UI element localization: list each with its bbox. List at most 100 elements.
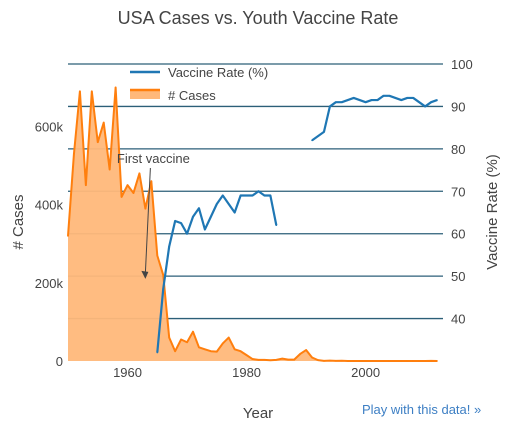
vaccine-rate-point xyxy=(186,232,188,235)
cases-point xyxy=(323,360,325,362)
vaccine-rate-point xyxy=(400,99,403,101)
vaccine-rate-point xyxy=(341,101,343,103)
cases-point xyxy=(335,360,337,362)
cases-point xyxy=(221,342,224,345)
chart-title: USA Cases vs. Youth Vaccine Rate xyxy=(118,8,399,28)
legend-label-vaccine-rate: Vaccine Rate (%) xyxy=(168,65,268,80)
vaccine-rate-point xyxy=(227,203,230,205)
cases-point xyxy=(150,180,153,183)
vaccine-rate-point xyxy=(162,288,165,290)
vaccine-rate-point xyxy=(335,101,337,103)
vaccine-rate-point xyxy=(430,101,432,103)
vaccine-rate-point xyxy=(174,220,176,222)
cases-point xyxy=(186,341,188,344)
cases-point xyxy=(358,360,361,362)
vaccine-rate-point xyxy=(382,95,385,97)
vaccine-rate-point xyxy=(221,194,224,197)
cases-point xyxy=(108,168,111,171)
cases-point xyxy=(311,356,313,359)
vaccine-rate-point xyxy=(436,99,438,101)
cases-point xyxy=(388,360,391,362)
vaccine-rate-point xyxy=(406,97,409,99)
vaccine-rate-point xyxy=(388,95,391,97)
cases-point xyxy=(233,348,236,351)
annotation: First vaccine xyxy=(117,151,190,279)
vaccine-rate-point xyxy=(346,99,349,101)
cases-point xyxy=(364,360,367,362)
cases-point xyxy=(132,192,135,194)
cases-point xyxy=(269,359,272,362)
cases-point xyxy=(79,90,81,93)
vaccine-rate-point xyxy=(210,215,212,218)
cases-point xyxy=(114,86,117,89)
vaccine-rate-point xyxy=(424,105,426,108)
cases-area xyxy=(67,86,438,362)
cases-point xyxy=(138,172,141,175)
cases-point xyxy=(436,360,438,362)
vaccine-rate-point xyxy=(269,194,272,197)
cases-point xyxy=(287,358,290,361)
cases-point xyxy=(210,350,212,353)
cases-point xyxy=(126,184,129,186)
vaccine-rate-point xyxy=(317,135,319,137)
cases-point xyxy=(216,350,218,353)
x-axis-title: Year xyxy=(243,405,273,422)
vaccine-rate-point xyxy=(376,99,379,101)
y-right-tick-label: 50 xyxy=(451,269,465,284)
cases-point xyxy=(144,207,147,210)
vaccine-rate-point xyxy=(168,245,170,248)
cases-point xyxy=(341,360,343,362)
vaccine-rate-point xyxy=(275,224,278,227)
x-tick-label: 1960 xyxy=(113,365,142,380)
vaccine-rate-point xyxy=(311,139,313,142)
legend[interactable]: Vaccine Rate (%) # Cases xyxy=(126,62,268,106)
cases-point xyxy=(317,359,319,361)
vaccine-rate-point xyxy=(370,99,373,101)
y-right-tick-label: 60 xyxy=(451,227,465,242)
cases-point xyxy=(204,348,206,351)
vaccine-rate-point xyxy=(329,105,331,108)
cases-point xyxy=(346,360,349,362)
x-tick-label: 2000 xyxy=(351,365,380,380)
cases-point xyxy=(156,254,159,257)
cases-point xyxy=(293,358,295,361)
vaccine-rate-point xyxy=(233,211,236,214)
vaccine-rate-point xyxy=(352,97,355,99)
cases-point xyxy=(412,360,415,362)
cases-point xyxy=(180,338,182,341)
cases-point xyxy=(406,360,409,362)
cases-point xyxy=(168,336,170,339)
play-with-data-link[interactable]: Play with this data! » xyxy=(362,402,482,417)
cases-point xyxy=(275,359,278,361)
y-right-tick-label: 90 xyxy=(451,99,465,114)
y-left-tick-label: 0 xyxy=(56,354,63,369)
cases-point xyxy=(305,349,307,351)
cases-point xyxy=(299,353,301,355)
cases-point xyxy=(245,354,248,356)
vaccine-rate-point xyxy=(323,131,325,133)
vaccine-rate-line-segment-2 xyxy=(311,94,438,142)
cases-point xyxy=(102,121,105,124)
cases-point xyxy=(96,141,99,143)
y-axis-left-title: # Cases xyxy=(10,194,27,249)
x-tick-label: 1980 xyxy=(232,365,261,380)
y-axis-right-title: Vaccine Rate (%) xyxy=(484,154,501,270)
cases-point xyxy=(227,336,230,339)
vaccine-rate-point xyxy=(412,97,415,99)
annotation-arrow-line xyxy=(144,167,151,273)
vaccine-rate-point xyxy=(418,101,420,103)
cases-point xyxy=(91,90,93,93)
vaccine-rate-point xyxy=(245,194,248,197)
vaccine-rate-point xyxy=(216,203,218,205)
cases-point xyxy=(174,350,176,353)
cases-area-fill xyxy=(68,87,438,361)
cases-point xyxy=(198,346,200,349)
cases-point xyxy=(239,350,242,353)
y-right-tick-label: 70 xyxy=(451,184,465,199)
cases-point xyxy=(257,359,260,361)
vaccine-rate-point xyxy=(364,101,367,103)
legend-label-cases: # Cases xyxy=(168,88,216,103)
cases-point xyxy=(263,359,266,361)
vaccine-rate-point xyxy=(251,194,254,197)
